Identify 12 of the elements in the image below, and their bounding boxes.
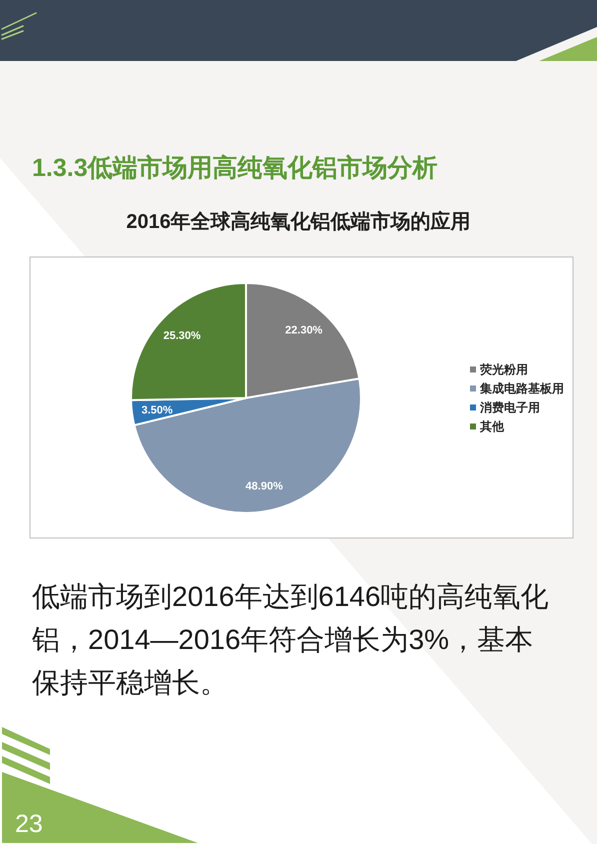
chart-subtitle: 2016年全球高纯氧化铝低端市场的应用 — [126, 210, 471, 233]
data-label: 48.90% — [246, 480, 284, 493]
chart-title: 1.3.3低端市场用高纯氧化铝市场分析 — [32, 154, 438, 182]
legend-label: 消费电子用 — [479, 400, 540, 415]
legend-label: 其他 — [479, 420, 505, 434]
data-label: 25.30% — [163, 330, 201, 342]
legend-label: 荧光粉用 — [479, 362, 528, 377]
data-label: 22.30% — [285, 324, 323, 336]
legend-label: 集成电路基板用 — [479, 382, 564, 396]
text: 23 — [15, 810, 43, 838]
text: 低端市场到2016年达到6146吨的高纯氧化铝，2014—2016年符合增长为3%，基本保持平稳增长。 — [31, 581, 549, 698]
data-label: 3.50% — [141, 404, 173, 416]
